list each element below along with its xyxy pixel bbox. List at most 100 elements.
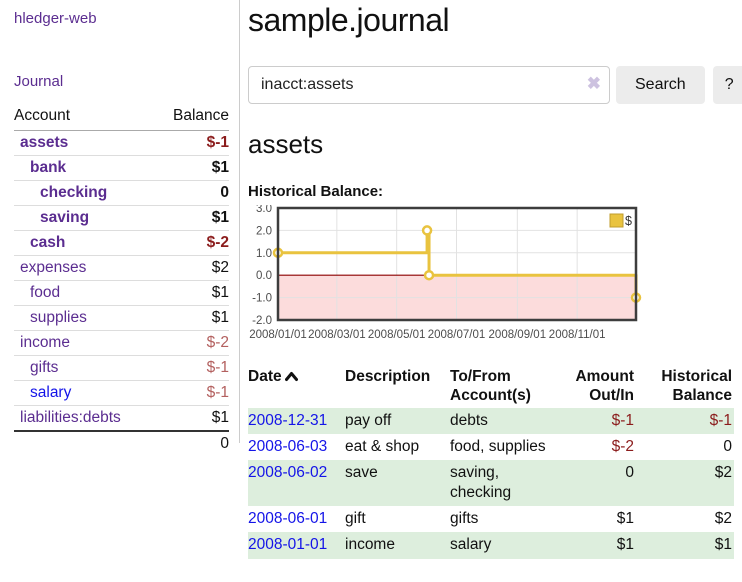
- account-row: gifts $-1: [14, 355, 229, 381]
- transaction-balance: $2: [642, 460, 734, 507]
- account-row: supplies $1: [14, 305, 229, 331]
- account-row: bank $1: [14, 155, 229, 181]
- account-link[interactable]: liabilities:debts: [20, 409, 121, 426]
- transaction-amount: $-1: [562, 407, 642, 434]
- account-total-balance: 0: [155, 430, 229, 456]
- svg-text:-1.0: -1.0: [252, 293, 272, 305]
- account-link[interactable]: salary: [30, 384, 72, 401]
- account-row: cash $-2: [14, 230, 229, 256]
- svg-text:2008/01/01: 2008/01/01: [249, 329, 307, 341]
- transaction-balance: 0: [723, 437, 732, 455]
- account-tree-body: assets $-1 bank $1 checking 0 saving $1 cash $-2 e…: [14, 131, 229, 431]
- account-link[interactable]: food: [30, 284, 61, 301]
- transaction-date-link[interactable]: 2008-12-31: [248, 411, 328, 429]
- transaction-description: income: [345, 532, 450, 559]
- transaction-description: pay off: [345, 407, 450, 434]
- transaction-amount: 0: [562, 460, 642, 507]
- account-row: assets $-1: [14, 131, 229, 156]
- account-balance: $-2: [155, 230, 229, 256]
- accounts-column-header: To/From Account(s): [450, 368, 531, 405]
- account-total-row: 0: [14, 430, 229, 456]
- account-row: expenses $2: [14, 255, 229, 281]
- transaction-date-link: 2008-06-02: [248, 460, 345, 507]
- account-balance: 0: [155, 180, 229, 206]
- account-row: liabilities:debts $1: [14, 405, 229, 431]
- search-button[interactable]: Search: [616, 66, 705, 104]
- svg-text:$: $: [625, 214, 632, 228]
- account-row: checking 0: [14, 180, 229, 206]
- transaction-description: save: [345, 460, 450, 507]
- account-row: saving $1: [14, 205, 229, 231]
- balance-chart[interactable]: 3.0 2.0 1.0 0.0 -1.0 -2.0 2008/01/01 2008/03/01…: [248, 205, 642, 348]
- brand-link[interactable]: hledger-web: [14, 10, 97, 27]
- account-balance: $2: [155, 255, 229, 281]
- transaction-date-link: 2008-12-31: [248, 407, 345, 434]
- register-header-row: Date Description To/From Account(s) Amou…: [248, 365, 734, 408]
- account-tree: Account Balance assets $-1 bank $1 checking 0…: [14, 104, 229, 456]
- account-total-spacer: [14, 430, 156, 456]
- account-link[interactable]: income: [20, 334, 70, 351]
- account-balance: $-1: [206, 134, 229, 151]
- account-row: salary $-1: [14, 380, 229, 406]
- account-link[interactable]: cash: [30, 234, 66, 251]
- sidebar: hledger-web Journal Account Balance asse…: [0, 0, 240, 456]
- main-content: sample.journal ✖ Search ? assets Histori…: [240, 0, 742, 582]
- transaction-row: 2008-06-01 gift gifts $1 $2: [248, 506, 734, 532]
- transaction-row: 2008-01-01 income salary $1 $1: [248, 532, 734, 559]
- clear-search-icon[interactable]: ✖: [586, 74, 601, 93]
- account-balance: $1: [155, 205, 229, 231]
- svg-text:2.0: 2.0: [256, 225, 272, 237]
- transaction-date-link: 2008-01-01: [248, 532, 345, 559]
- balance-column-header-register: Historical Balance: [661, 368, 732, 405]
- account-link[interactable]: supplies: [30, 309, 87, 326]
- account-column-header: Account: [14, 104, 156, 131]
- svg-text:0.0: 0.0: [256, 270, 272, 282]
- account-heading: assets: [248, 129, 324, 159]
- transaction-balance: $-1: [642, 407, 734, 434]
- account-link[interactable]: bank: [30, 159, 67, 176]
- search-form: ✖ Search ?: [248, 66, 742, 104]
- account-link[interactable]: expenses: [20, 259, 87, 276]
- account-balance: $-2: [155, 330, 229, 356]
- transaction-row: 2008-06-03 eat & shop food, supplies $-2 0: [248, 434, 734, 460]
- svg-text:2008/07/01: 2008/07/01: [428, 329, 486, 341]
- transaction-row: 2008-12-31 pay off debts $-1 $-1: [248, 407, 734, 434]
- chart-container: 3.0 2.0 1.0 0.0 -1.0 -2.0 2008/01/01 2008/03/01…: [248, 205, 742, 348]
- account-row: food $1: [14, 280, 229, 306]
- svg-text:1.0: 1.0: [256, 248, 272, 260]
- transaction-date-link[interactable]: 2008-06-03: [248, 437, 328, 455]
- transaction-balance: $1: [642, 532, 734, 559]
- account-link[interactable]: saving: [40, 209, 90, 226]
- transaction-amount: $1: [616, 510, 634, 528]
- transaction-date-link[interactable]: 2008-06-01: [248, 510, 328, 528]
- search-box: ✖: [248, 66, 610, 104]
- svg-text:-2.0: -2.0: [252, 315, 272, 327]
- transaction-amount: $1: [562, 532, 642, 559]
- transaction-description: eat & shop: [345, 437, 420, 455]
- svg-text:2008/03/01: 2008/03/01: [308, 329, 366, 341]
- search-input[interactable]: [248, 66, 610, 104]
- account-balance: $1: [155, 305, 229, 331]
- svg-text:2008/11/01: 2008/11/01: [549, 329, 606, 341]
- transaction-row: 2008-06-02 save saving, checking 0 $2: [248, 460, 734, 507]
- account-balance: $-1: [155, 355, 229, 381]
- transaction-accounts: salary: [450, 532, 562, 559]
- sidebar-item-journal[interactable]: Journal: [14, 73, 64, 90]
- transaction-date-link: 2008-06-03: [248, 434, 345, 460]
- sort-ascending-icon: [284, 368, 298, 387]
- chart-title: Historical Balance:: [248, 183, 384, 200]
- register-table: Date Description To/From Account(s) Amou…: [248, 365, 734, 559]
- page-title: sample.journal: [248, 2, 450, 38]
- transaction-date-link[interactable]: 2008-01-01: [248, 536, 328, 554]
- account-link[interactable]: assets: [20, 134, 69, 151]
- transaction-description: gift: [345, 510, 366, 528]
- help-button[interactable]: ?: [712, 66, 742, 104]
- account-link[interactable]: checking: [40, 184, 108, 201]
- register-body: 2008-12-31 pay off debts $-1 $-1 2008-06-03 ea…: [248, 407, 734, 559]
- transaction-accounts: gifts: [450, 510, 479, 528]
- account-link[interactable]: gifts: [30, 359, 59, 376]
- balance-column-header: Balance: [155, 104, 229, 131]
- transaction-date-link[interactable]: 2008-06-02: [248, 464, 328, 482]
- svg-text:2008/09/01: 2008/09/01: [489, 329, 547, 341]
- date-column-header[interactable]: Date: [248, 365, 345, 408]
